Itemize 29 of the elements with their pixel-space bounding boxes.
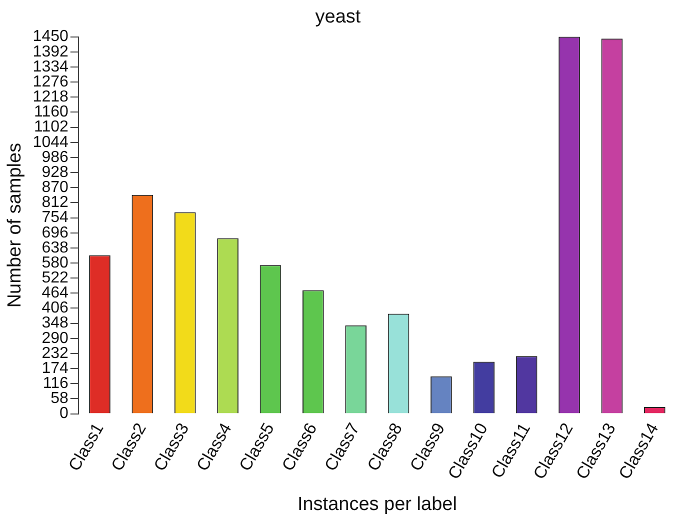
y-tick-label: 1160 bbox=[34, 104, 68, 121]
y-tick-label: 870 bbox=[42, 179, 68, 196]
y-tick-label: 232 bbox=[42, 344, 68, 362]
y-axis-title: Number of samples bbox=[4, 142, 26, 308]
y-tick-label: 1218 bbox=[32, 88, 68, 106]
y-tick-label: 290 bbox=[42, 330, 68, 347]
y-tick-label: 696 bbox=[42, 224, 68, 242]
y-tick-label: 1044 bbox=[32, 134, 68, 151]
y-tick-label: 812 bbox=[42, 194, 68, 212]
y-tick-label: 1392 bbox=[32, 43, 68, 60]
y-tick-label: 1102 bbox=[34, 118, 68, 136]
chart-title: yeast bbox=[315, 6, 362, 28]
y-tick-label: 0 bbox=[59, 405, 68, 422]
y-tick-label: 58 bbox=[50, 390, 68, 408]
y-tick-label: 638 bbox=[42, 239, 68, 256]
x-axis-title: Instances per label bbox=[297, 494, 457, 515]
y-tick-label: 174 bbox=[42, 360, 68, 377]
y-tick-label: 754 bbox=[42, 209, 68, 226]
y-tick-label: 928 bbox=[42, 164, 68, 181]
y-tick-label: 1334 bbox=[32, 58, 68, 76]
y-tick-label: 580 bbox=[42, 254, 68, 272]
y-tick-label: 986 bbox=[42, 148, 68, 166]
y-tick-label: 464 bbox=[42, 284, 68, 302]
y-tick-label: 406 bbox=[42, 300, 68, 317]
y-tick-label: 116 bbox=[42, 375, 68, 392]
y-tick-label: 1450 bbox=[32, 28, 68, 46]
y-tick-label: 522 bbox=[42, 269, 68, 286]
y-tick-label: 1276 bbox=[32, 73, 68, 90]
y-tick-label: 348 bbox=[42, 314, 68, 332]
